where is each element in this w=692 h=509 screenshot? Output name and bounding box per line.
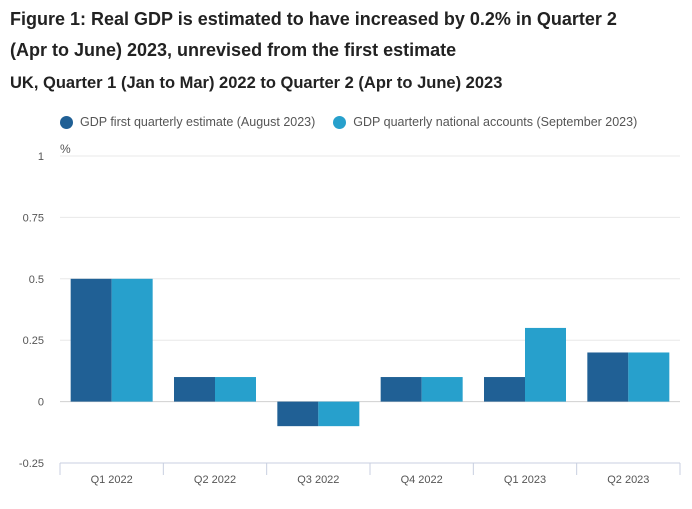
y-tick-label: 0.75 bbox=[23, 212, 44, 224]
y-tick-label: -0.25 bbox=[19, 458, 44, 470]
bar-national-accounts bbox=[628, 352, 670, 402]
legend-item-national-accounts[interactable]: GDP quarterly national accounts (Septemb… bbox=[333, 115, 637, 129]
chart-subtitle: UK, Quarter 1 (Jan to Mar) 2022 to Quart… bbox=[10, 74, 503, 92]
x-tick-label: Q2 2022 bbox=[194, 474, 236, 486]
bar-first-estimate bbox=[174, 377, 215, 402]
legend-swatch bbox=[333, 115, 347, 129]
legend-label: GDP first quarterly estimate (August 202… bbox=[80, 115, 316, 129]
bar-national-accounts bbox=[421, 377, 463, 402]
legend-label: GDP quarterly national accounts (Septemb… bbox=[353, 115, 638, 129]
bar-national-accounts bbox=[111, 278, 153, 402]
x-tick-label: Q1 2022 bbox=[91, 474, 133, 486]
x-tick-label: Q1 2023 bbox=[504, 474, 546, 486]
legend: GDP first quarterly estimate (August 202… bbox=[60, 115, 637, 129]
bar-national-accounts bbox=[525, 327, 566, 402]
bar-first-estimate bbox=[484, 377, 525, 402]
bar-first-estimate bbox=[587, 352, 629, 402]
x-tick-label: Q3 2022 bbox=[297, 474, 339, 486]
x-tick-label: Q2 2023 bbox=[607, 474, 649, 486]
legend-swatch bbox=[60, 115, 73, 129]
bar-first-estimate bbox=[70, 278, 112, 402]
y-tick-label: 0.5 bbox=[29, 274, 44, 286]
bar-national-accounts bbox=[318, 401, 360, 427]
y-tick-label: 1 bbox=[38, 151, 44, 163]
y-axis-label: % bbox=[60, 142, 71, 156]
chart-title: Figure 1: Real GDP is estimated to have … bbox=[10, 9, 617, 60]
y-tick-label: 0.25 bbox=[23, 335, 44, 347]
x-tick-label: Q4 2022 bbox=[401, 474, 443, 486]
y-tick-label: 0 bbox=[38, 397, 44, 409]
bar-national-accounts bbox=[215, 377, 256, 402]
bar-first-estimate bbox=[380, 377, 422, 402]
legend-item-first-estimate[interactable]: GDP first quarterly estimate (August 202… bbox=[60, 115, 315, 129]
bar-first-estimate bbox=[277, 401, 319, 427]
